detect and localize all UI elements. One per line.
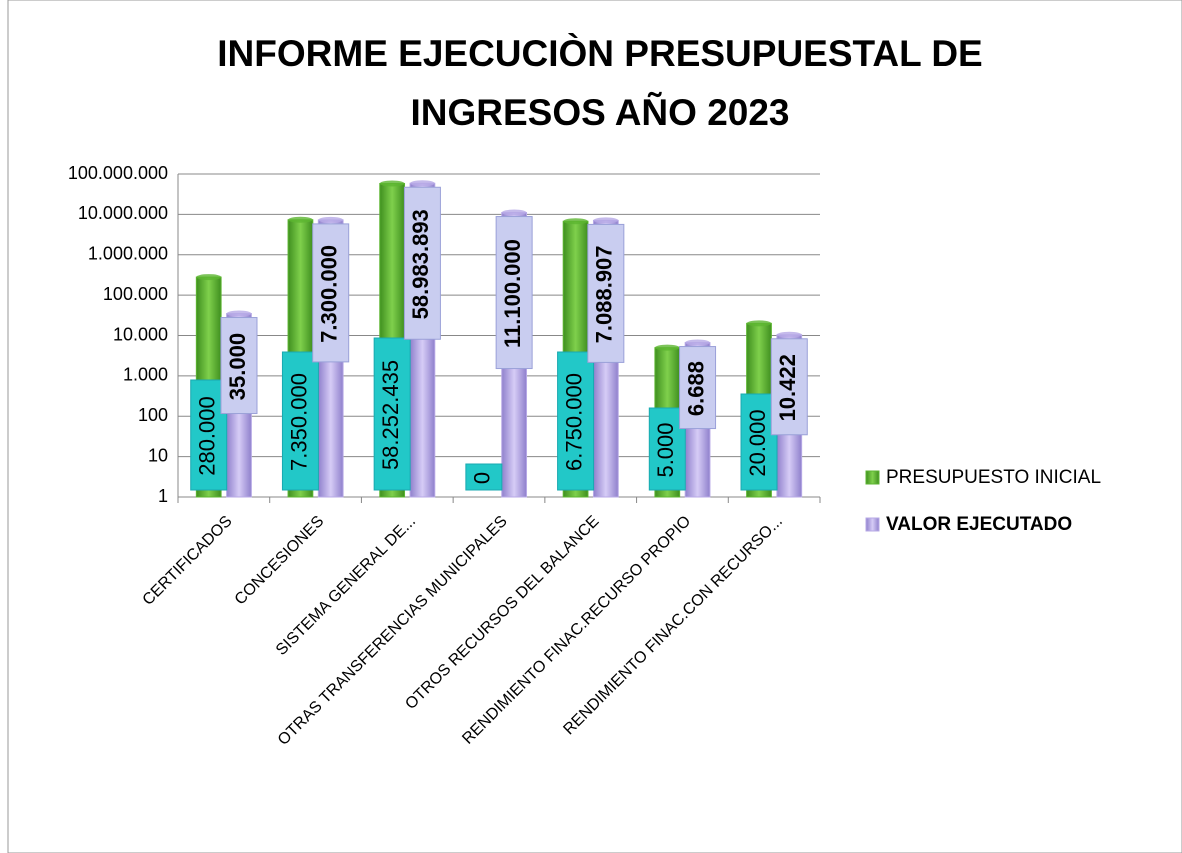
legend-swatch <box>865 470 880 485</box>
y-tick-label: 1.000 <box>123 365 168 385</box>
bar-cap <box>746 320 772 327</box>
y-tick-label: 100.000 <box>103 284 168 304</box>
data-label-box <box>312 223 350 363</box>
data-label-box <box>679 346 717 430</box>
x-tick-label: CERTIFICADOS <box>140 513 236 609</box>
bar-cap <box>410 180 435 187</box>
data-label-box <box>220 317 258 415</box>
data-label: 5.000 <box>653 422 678 477</box>
legend-swatch <box>865 517 880 532</box>
data-label: 11.100.000 <box>500 239 525 348</box>
bar-cap <box>196 274 222 281</box>
bar-cap <box>288 216 313 223</box>
data-label: 0 <box>470 472 495 484</box>
data-label: 7.300.000 <box>317 245 342 343</box>
data-label-box <box>740 393 778 491</box>
data-label: 20.000 <box>745 409 770 476</box>
data-label: 7.350.000 <box>286 373 311 471</box>
data-label-box <box>587 223 625 363</box>
y-tick-label: 1.000.000 <box>88 244 168 264</box>
y-tick-label: 10.000 <box>113 324 168 344</box>
data-label: 58.983.893 <box>408 209 433 319</box>
y-tick-label: 10.000.000 <box>78 203 168 223</box>
data-label-box <box>465 463 503 491</box>
data-label: 280.000 <box>195 396 220 476</box>
y-tick-label: 10 <box>148 445 168 465</box>
bar-cap <box>654 344 680 351</box>
y-tick-label: 1 <box>158 486 168 506</box>
bar-cap <box>318 216 344 223</box>
data-label: 7.088.907 <box>592 245 617 343</box>
x-tick-label: CONCESIONES <box>232 513 328 609</box>
data-label: 6.750.000 <box>561 373 586 471</box>
bar-cap <box>501 209 527 216</box>
chart-frame <box>7 0 1182 853</box>
data-label-box <box>770 338 808 436</box>
legend-label: PRESUPUESTO INICIAL <box>886 467 1101 488</box>
x-tick-label: OTROS RECURSOS DEL BALANCE <box>402 513 602 713</box>
data-label-box <box>495 216 533 370</box>
x-tick-label: RENDIMIENTO FINAC.CON RECURSO... <box>560 513 786 739</box>
chart-title: INFORME EJECUCIÒN PRESUPUESTAL DE <box>217 32 982 74</box>
data-label: 10.422 <box>775 354 800 421</box>
data-label-box <box>403 186 441 340</box>
legend-label: VALOR EJECUTADO <box>886 514 1072 535</box>
data-label-box <box>557 351 595 491</box>
bar-cap <box>563 218 588 225</box>
bar-cap <box>593 217 619 224</box>
y-tick-label: 100 <box>138 405 168 425</box>
bar-cap <box>776 331 802 338</box>
bar-cap <box>226 310 252 317</box>
data-label: 58.252.435 <box>378 360 403 470</box>
chart-title: INGRESOS AÑO 2023 <box>410 91 789 133</box>
data-label: 35.000 <box>225 333 250 400</box>
bar-cap <box>685 339 710 346</box>
data-label-box <box>373 337 411 491</box>
data-label-box <box>281 351 319 491</box>
y-tick-label: 100.000.000 <box>68 163 168 183</box>
bar-cap <box>379 180 405 187</box>
data-label: 6.688 <box>683 361 708 416</box>
